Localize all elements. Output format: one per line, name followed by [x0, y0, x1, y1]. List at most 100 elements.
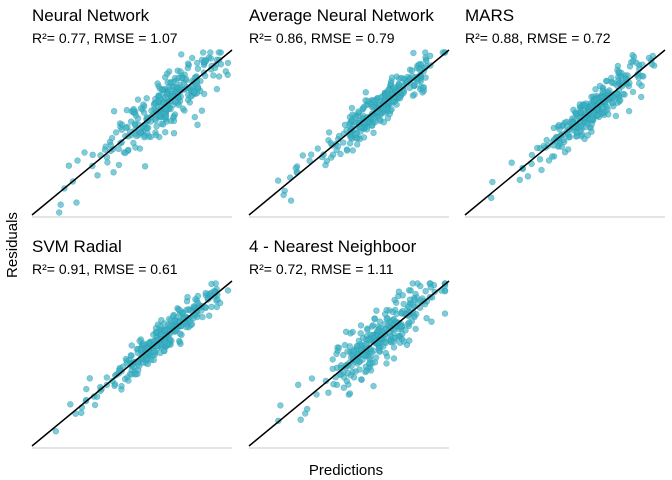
- data-point: [155, 92, 162, 100]
- data-point: [314, 145, 321, 152]
- identity-line: [248, 280, 450, 447]
- data-point: [392, 334, 399, 342]
- data-point: [345, 362, 352, 369]
- data-point: [224, 287, 232, 294]
- data-point: [343, 147, 351, 154]
- data-point: [207, 49, 214, 56]
- panel-title: Neural Network: [32, 6, 150, 25]
- data-point: [391, 296, 398, 304]
- data-point: [383, 360, 390, 367]
- data-point: [362, 89, 369, 96]
- data-point: [97, 387, 104, 394]
- data-point: [202, 304, 209, 311]
- data-point: [154, 80, 161, 87]
- data-point: [581, 101, 588, 109]
- data-point: [161, 339, 169, 346]
- panel-title: MARS: [465, 6, 514, 25]
- data-point: [198, 107, 206, 114]
- data-point: [406, 319, 413, 326]
- data-point: [396, 94, 404, 102]
- data-point: [299, 152, 306, 159]
- data-point: [141, 134, 148, 141]
- data-point: [413, 310, 420, 318]
- data-point: [360, 103, 367, 111]
- data-point: [349, 147, 356, 154]
- data-point: [167, 322, 174, 329]
- data-point: [405, 287, 413, 294]
- data-point: [393, 101, 400, 108]
- data-point: [176, 307, 183, 314]
- data-point: [150, 101, 158, 108]
- panel-2: Average Neural Network R²= 0.86, RMSE = 0…: [248, 6, 450, 218]
- data-point: [208, 303, 215, 310]
- data-point: [118, 126, 126, 133]
- data-point: [384, 114, 392, 122]
- data-point: [91, 401, 99, 409]
- data-point: [417, 282, 424, 290]
- data-point: [596, 82, 604, 90]
- data-point: [384, 353, 391, 360]
- data-point: [274, 177, 282, 184]
- data-point: [528, 151, 536, 159]
- data-point: [306, 157, 313, 165]
- data-point: [122, 149, 129, 157]
- data-point: [605, 111, 612, 118]
- data-point: [93, 393, 101, 400]
- data-point: [406, 337, 413, 344]
- data-point: [373, 307, 380, 314]
- data-point: [103, 154, 111, 161]
- panel-metrics: R²= 0.91, RMSE = 0.61: [32, 261, 178, 277]
- data-point: [57, 201, 64, 208]
- data-point: [128, 342, 135, 349]
- data-point: [540, 142, 547, 150]
- y-axis-label: Residuals: [4, 212, 21, 278]
- data-point: [287, 197, 295, 204]
- data-point: [387, 80, 395, 87]
- data-point: [222, 68, 230, 75]
- data-point: [109, 377, 116, 385]
- data-point: [166, 68, 173, 75]
- data-point: [178, 51, 185, 58]
- data-point: [110, 107, 118, 115]
- data-point: [94, 172, 101, 179]
- panel-title: SVM Radial: [32, 237, 122, 256]
- data-point: [163, 105, 170, 112]
- data-point: [340, 384, 347, 391]
- data-point: [55, 209, 63, 216]
- data-point: [313, 391, 320, 398]
- data-point: [170, 117, 178, 125]
- identity-line: [248, 49, 450, 216]
- data-point: [399, 292, 406, 299]
- data-point: [400, 338, 408, 345]
- data-point: [115, 161, 123, 169]
- data-point: [354, 141, 361, 148]
- data-point: [67, 401, 74, 408]
- data-point: [194, 65, 202, 72]
- data-point: [588, 102, 596, 109]
- data-point: [637, 93, 645, 101]
- data-point: [184, 64, 192, 72]
- data-point: [52, 428, 59, 435]
- data-point: [354, 342, 361, 350]
- data-point: [372, 354, 380, 361]
- data-point: [398, 309, 405, 316]
- data-point: [488, 194, 495, 202]
- data-point: [344, 370, 352, 377]
- data-point: [385, 86, 392, 94]
- data-point: [104, 159, 111, 166]
- data-point: [295, 381, 302, 388]
- data-point: [340, 139, 347, 146]
- panels: Neural Network R²= 0.77, RMSE = 1.07 Avera…: [31, 6, 666, 449]
- identity-line: [31, 49, 233, 216]
- data-point: [359, 112, 367, 119]
- data-point: [412, 325, 419, 333]
- data-point: [609, 99, 616, 107]
- data-point: [143, 95, 150, 102]
- data-point: [140, 340, 147, 347]
- data-point: [383, 315, 390, 322]
- data-point: [73, 199, 80, 206]
- data-point: [411, 91, 418, 98]
- data-point: [364, 326, 371, 333]
- data-point: [380, 118, 387, 126]
- points: [275, 280, 449, 424]
